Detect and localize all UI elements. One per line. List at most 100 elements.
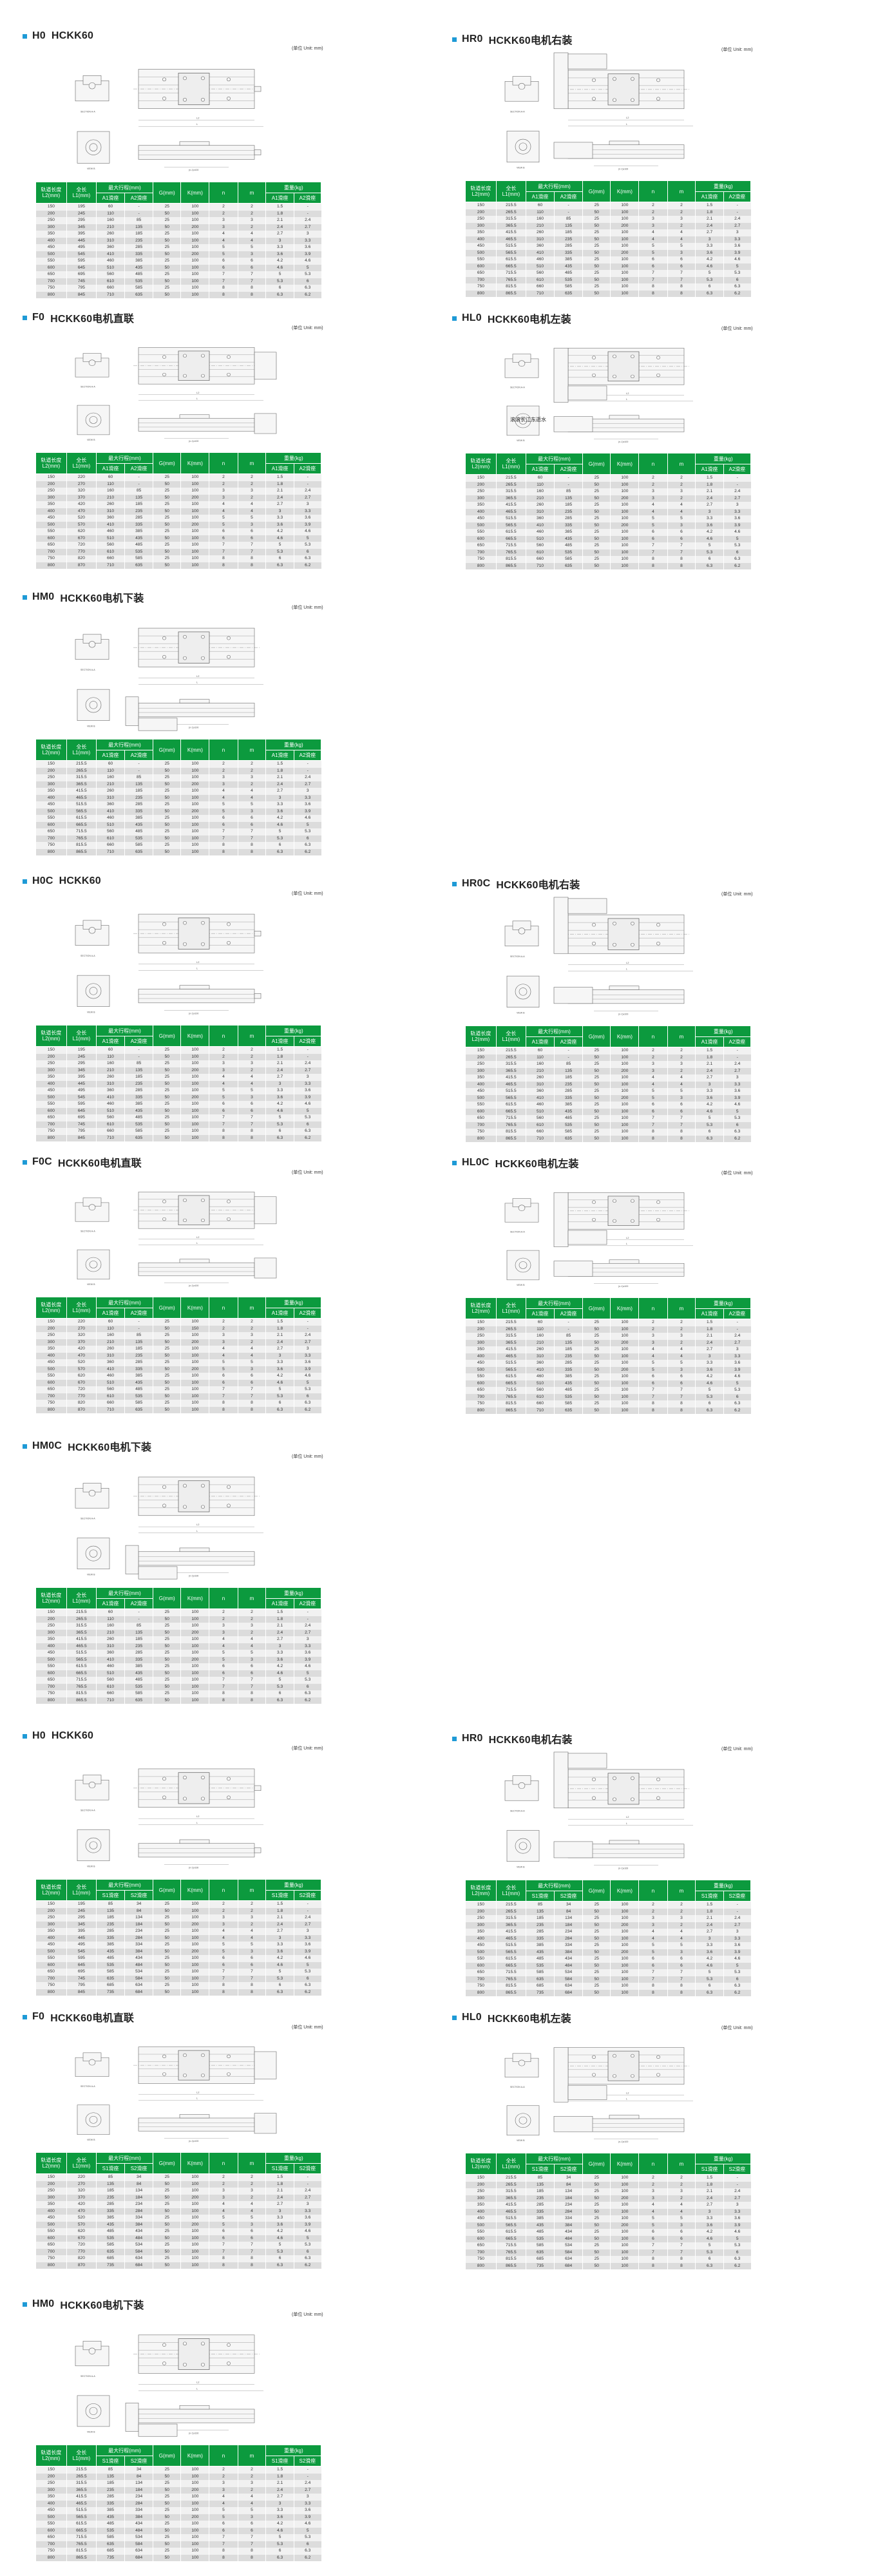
header-g: G(mm) bbox=[153, 2445, 182, 2466]
cell-g: 50 bbox=[153, 2514, 181, 2521]
cell-l1: 865.5 bbox=[495, 2262, 526, 2269]
table-row: 550 615.5 485 434 25 100 6 6 4.2 4.6 bbox=[465, 1956, 751, 1963]
cell-n: 2 bbox=[209, 481, 238, 488]
cell-k: 100 bbox=[180, 1961, 209, 1969]
cell-m: 8 bbox=[237, 2255, 266, 2262]
cell-n: 6 bbox=[209, 1663, 238, 1670]
header-rail-length: 轨道长度 L2(mm) bbox=[35, 1026, 67, 1047]
cell-s2: - bbox=[124, 473, 153, 481]
cell-g: 25 bbox=[582, 1983, 611, 1990]
cell-w2: 3.6 bbox=[723, 515, 751, 522]
table-row: 750 815.5 685 634 25 100 8 8 6 6.3 bbox=[35, 2548, 321, 2555]
cell-w1: 2.4 bbox=[265, 1339, 294, 1346]
cell-l1: 565.5 bbox=[495, 249, 526, 256]
cell-k: 200 bbox=[610, 522, 639, 529]
header-max-stroke: 最大行程(mm) bbox=[95, 453, 154, 464]
rail-side-view bbox=[138, 417, 255, 432]
cell-k: 200 bbox=[180, 1921, 209, 1928]
table-row: 200 265.5 110-50 100 2 2 1.8- bbox=[35, 767, 321, 774]
cell-w1: 2.7 bbox=[265, 788, 294, 795]
header-weight-slider-1: A1滑座 bbox=[695, 464, 724, 475]
table-row: 250 320 160 85 25 100 3 3 2.1 2.4 bbox=[35, 488, 321, 495]
cell-s2: 235 bbox=[554, 1353, 583, 1360]
cell-g: 50 bbox=[153, 224, 181, 231]
cell-w2: - bbox=[293, 1325, 321, 1332]
cell-l1: 845 bbox=[66, 1989, 97, 1996]
cell-l1: 320 bbox=[66, 2188, 97, 2195]
cell-s2: 585 bbox=[124, 842, 153, 849]
cell-g: 25 bbox=[582, 2229, 611, 2236]
cell-w1: 3.3 bbox=[265, 1942, 294, 1949]
cell-k: 100 bbox=[610, 1901, 639, 1909]
table-row: 250 315.5 160 85 25 100 3 3 2.1 2.4 bbox=[465, 1061, 751, 1068]
cell-l1: 265.5 bbox=[495, 1054, 526, 1061]
cell-s2: 635 bbox=[554, 562, 583, 569]
cell-k: 100 bbox=[610, 270, 639, 277]
cell-n: 3 bbox=[638, 1915, 668, 1922]
cell-w1: 3 bbox=[695, 508, 724, 515]
cell-w2: 5.3 bbox=[723, 1969, 751, 1976]
cell-s2: 335 bbox=[124, 1366, 153, 1373]
cell-g: 25 bbox=[153, 1101, 181, 1108]
cell-l1: 270 bbox=[66, 2180, 97, 2188]
cell-g: 25 bbox=[153, 473, 181, 481]
cell-k: 100 bbox=[610, 1989, 639, 1996]
cell-n: 4 bbox=[209, 1643, 238, 1650]
cell-k: 100 bbox=[180, 2480, 209, 2487]
table-row: 300 345 235 184 50 200 3 2 2.4 2.7 bbox=[35, 1921, 321, 1928]
header-weight-slider-1: A1滑座 bbox=[265, 463, 294, 474]
cell-k: 100 bbox=[180, 508, 209, 515]
cell-l1: 570 bbox=[66, 521, 97, 528]
header-stroke-slider-1: S1滑座 bbox=[525, 2164, 555, 2175]
motor-plate bbox=[553, 1751, 569, 1809]
cell-n: 7 bbox=[209, 1975, 238, 1982]
header-m: m bbox=[237, 182, 267, 204]
cell-s1: 85 bbox=[95, 2173, 125, 2181]
table-row: 250 315.5 185 134 25 100 3 3 2.1 2.4 bbox=[465, 1915, 751, 1922]
technical-drawing: L2 L SECTION A-A (n-1)x100 VIEW B bbox=[465, 2030, 751, 2148]
cell-w1: 6.3 bbox=[695, 1989, 724, 1996]
cell-s1: 60 bbox=[95, 1318, 125, 1326]
table-row: 600 665.5 510 435 50 100 6 6 4.6 5 bbox=[35, 1670, 321, 1677]
cell-s2: 585 bbox=[124, 1128, 153, 1135]
cell-m: 6 bbox=[237, 528, 266, 535]
cell-l2: 750 bbox=[465, 556, 497, 563]
table-row: 350 415.5 285 234 25 100 4 4 2.7 3 bbox=[35, 2494, 321, 2501]
cell-w1: 3 bbox=[265, 237, 294, 244]
cell-w1: 2.7 bbox=[265, 2201, 294, 2208]
cell-s2: 635 bbox=[554, 290, 583, 297]
cell-m: 8 bbox=[667, 556, 696, 563]
cell-l2: 300 bbox=[35, 2486, 67, 2494]
cell-w2: 6.3 bbox=[723, 1400, 751, 1407]
header-stroke-slider-1: A1滑座 bbox=[525, 464, 555, 475]
cell-g: 50 bbox=[153, 821, 181, 828]
cell-k: 100 bbox=[610, 290, 639, 297]
cell-w2: 6.3 bbox=[293, 1690, 321, 1697]
cell-s1: 585 bbox=[95, 2534, 125, 2541]
table-row: 550 615.5 460 385 25 100 6 6 4.2 4.6 bbox=[35, 815, 321, 822]
cell-m: 7 bbox=[667, 1969, 696, 1976]
cell-s1: 710 bbox=[95, 291, 125, 298]
section-label: SECTION A-A bbox=[81, 2085, 95, 2088]
cell-s2: 434 bbox=[124, 1955, 153, 1962]
table-row: 400 465.5 310 235 50 100 4 4 3 3.3 bbox=[35, 794, 321, 801]
cell-l1: 315.5 bbox=[495, 1333, 526, 1340]
cell-l2: 200 bbox=[465, 2181, 497, 2188]
cell-n: 7 bbox=[209, 1969, 238, 1976]
cell-s2: 235 bbox=[124, 508, 153, 515]
cell-g: 50 bbox=[582, 1326, 611, 1333]
cell-m: 4 bbox=[237, 1352, 266, 1359]
table-row: 550 595 460 385 25 100 6 6 4.2 4.6 bbox=[35, 258, 321, 265]
header-rail-length: 轨道长度 L2(mm) bbox=[465, 1298, 497, 1319]
cell-w2: 3.9 bbox=[293, 1366, 321, 1373]
cell-n: 2 bbox=[209, 1907, 238, 1914]
cell-m: 2 bbox=[237, 2473, 266, 2480]
table-row: 200 265.5 135 84 50 100 2 2 1.8- bbox=[35, 2473, 321, 2480]
cell-s2: 185 bbox=[554, 229, 583, 236]
table-row: 150 215.5 85 34 25 100 2 2 1.5- bbox=[35, 2466, 321, 2474]
cell-m: 4 bbox=[237, 1636, 266, 1643]
header-n: n bbox=[638, 1026, 668, 1047]
table-row: 400 465.5 310 235 50 100 4 4 3 3.3 bbox=[465, 1081, 751, 1088]
cell-s1: 160 bbox=[525, 488, 555, 495]
model-code: H0 bbox=[32, 30, 46, 41]
